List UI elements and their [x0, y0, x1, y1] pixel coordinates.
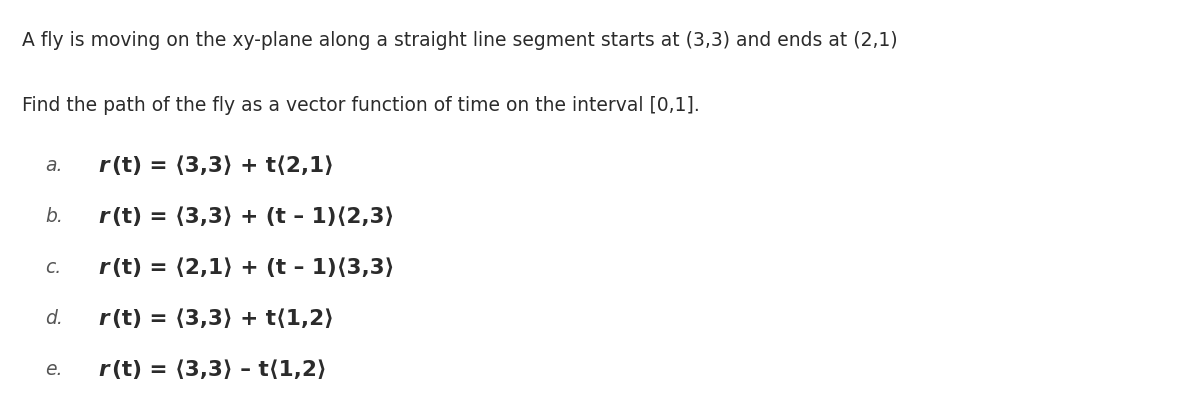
- Text: r: r: [98, 156, 109, 176]
- Text: a.: a.: [46, 156, 64, 176]
- Text: b.: b.: [46, 207, 64, 226]
- Text: (t) = ⟨2,1⟩ + (t – 1)⟨3,3⟩: (t) = ⟨2,1⟩ + (t – 1)⟨3,3⟩: [113, 258, 395, 278]
- Text: r: r: [98, 360, 109, 380]
- Text: (t) = ⟨3,3⟩ + t⟨2,1⟩: (t) = ⟨3,3⟩ + t⟨2,1⟩: [113, 156, 334, 176]
- Text: r: r: [98, 258, 109, 278]
- Text: (t) = ⟨3,3⟩ + (t – 1)⟨2,3⟩: (t) = ⟨3,3⟩ + (t – 1)⟨2,3⟩: [113, 207, 395, 227]
- Text: r: r: [98, 309, 109, 329]
- Text: (t) = ⟨3,3⟩ + t⟨1,2⟩: (t) = ⟨3,3⟩ + t⟨1,2⟩: [113, 309, 334, 329]
- Text: (t) = ⟨3,3⟩ – t⟨1,2⟩: (t) = ⟨3,3⟩ – t⟨1,2⟩: [113, 360, 326, 380]
- Text: Find the path of the fly as a vector function of time on the interval [0,1].: Find the path of the fly as a vector fun…: [22, 96, 700, 115]
- Text: r: r: [98, 207, 109, 227]
- Text: c.: c.: [46, 258, 62, 277]
- Text: d.: d.: [46, 309, 64, 328]
- Text: A fly is moving on the xy-plane along a straight line segment starts at (3,3) an: A fly is moving on the xy-plane along a …: [22, 31, 898, 50]
- Text: e.: e.: [46, 360, 64, 379]
